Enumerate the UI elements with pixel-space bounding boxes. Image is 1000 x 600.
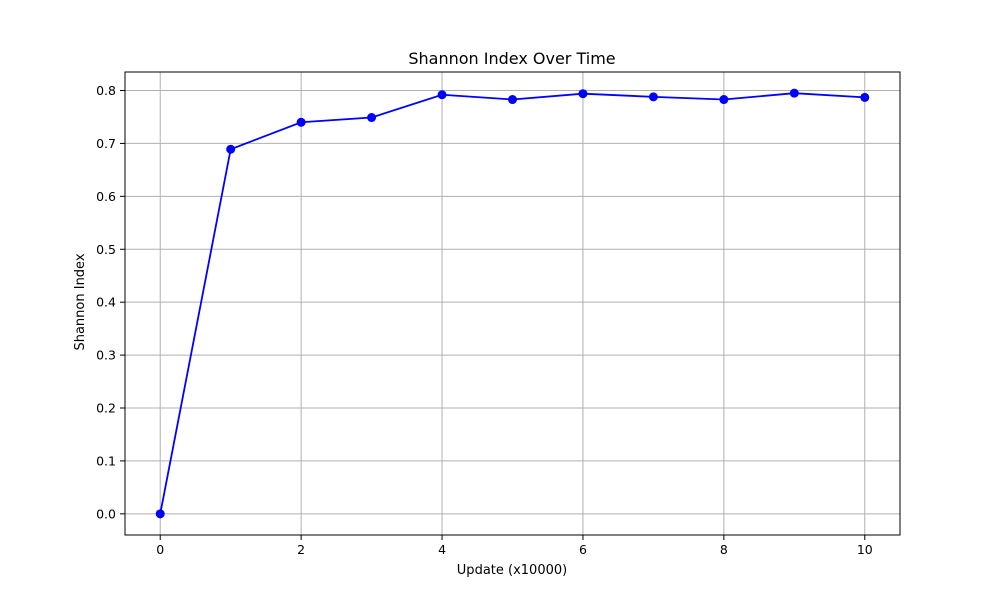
- y-tick-label: 0.6: [96, 189, 116, 204]
- y-tick-label: 0.8: [96, 83, 116, 98]
- x-axis-label: Update (x10000): [457, 563, 567, 578]
- data-point: [155, 509, 165, 519]
- x-tick-label: 6: [579, 542, 587, 557]
- y-tick-label: 0.3: [96, 348, 116, 363]
- data-point: [437, 90, 447, 100]
- data-point: [789, 88, 799, 98]
- y-tick-label: 0.2: [96, 401, 116, 416]
- data-point: [367, 113, 377, 123]
- x-tick-label: 4: [438, 542, 446, 557]
- x-tick-label: 10: [857, 542, 873, 557]
- y-tick-label: 0.1: [96, 453, 116, 468]
- data-point: [508, 95, 517, 105]
- y-tick-label: 0.7: [96, 136, 116, 151]
- x-tick-label: 0: [156, 542, 164, 557]
- series-line: [159, 92, 865, 515]
- x-tick-label: 2: [297, 542, 305, 557]
- y-tick-label: 0.4: [96, 295, 116, 310]
- y-tick-label: 0.5: [96, 242, 116, 257]
- data-point: [648, 92, 658, 102]
- axes-frame: [124, 71, 901, 536]
- data-point: [296, 117, 306, 127]
- chart-title: Shannon Index Over Time: [408, 49, 615, 68]
- y-axis-label: Shannon Index: [73, 253, 88, 350]
- x-tick-label: 8: [720, 542, 728, 557]
- series-layer: [155, 88, 870, 519]
- data-point: [860, 92, 870, 102]
- data-point: [226, 144, 236, 154]
- grid-layer: [125, 72, 900, 535]
- data-point: [719, 95, 729, 105]
- ticks-layer: 0 2 4 6 8 10 0.0 0.1 0.2 0.3 0.4 0.5 0.6 0.7 0.8: [96, 83, 873, 557]
- plot-frame: [124, 71, 901, 536]
- data-point: [578, 89, 588, 99]
- y-tick-label: 0.0: [96, 506, 116, 521]
